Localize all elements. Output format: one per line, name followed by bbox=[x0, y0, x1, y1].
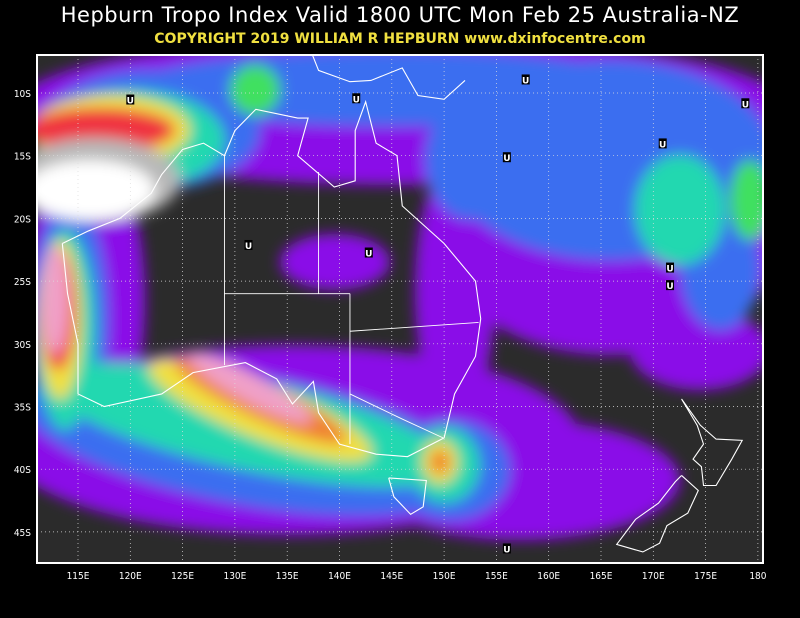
marker-box bbox=[502, 543, 511, 554]
upper-marker: U bbox=[244, 239, 253, 252]
marker-box bbox=[741, 98, 750, 109]
marker-label: U bbox=[353, 95, 360, 105]
latitude-label: 30S bbox=[14, 340, 31, 351]
copyright-line: COPYRIGHT 2019 WILLIAM R HEPBURN www.dxi… bbox=[154, 31, 646, 47]
longitude-label: 145E bbox=[380, 571, 403, 582]
latitude-label: 35S bbox=[14, 403, 31, 414]
longitude-labels: 115E 120E 125E 130E 135E 140E 145E 150E 155E 160E… bbox=[67, 571, 767, 582]
marker-label: U bbox=[503, 154, 510, 164]
longitude-label: 165E bbox=[590, 571, 613, 582]
state-border-qld-nsw bbox=[349, 322, 479, 332]
marker-box bbox=[521, 74, 530, 85]
longitude-label: 175E bbox=[694, 571, 717, 582]
marker-box bbox=[126, 94, 135, 105]
nz-south-island-coast bbox=[615, 475, 699, 553]
marker-label: U bbox=[742, 100, 749, 110]
longitude-label: 120E bbox=[119, 571, 142, 582]
marker-label: U bbox=[659, 140, 666, 150]
marker-box bbox=[244, 239, 253, 250]
longitude-label: 140E bbox=[328, 571, 351, 582]
graticule bbox=[37, 55, 763, 563]
marker-label: U bbox=[666, 265, 673, 275]
longitude-label: 160E bbox=[537, 571, 560, 582]
upper-marker: U bbox=[502, 543, 511, 555]
longitude-label: 155E bbox=[485, 571, 508, 582]
marker-box bbox=[502, 152, 511, 163]
longitude-label: 150E bbox=[433, 571, 456, 582]
upper-marker: U bbox=[666, 262, 675, 275]
australia-coast bbox=[61, 99, 482, 458]
longitude-label: 130E bbox=[223, 571, 246, 582]
upper-marker: U bbox=[658, 138, 667, 150]
marker-box bbox=[364, 247, 373, 258]
upper-marker: U bbox=[352, 93, 361, 105]
latitude-label: 45S bbox=[14, 528, 31, 539]
upper-marker: U bbox=[666, 280, 675, 292]
upper-marker: U bbox=[521, 74, 530, 86]
longitude-label: 125E bbox=[171, 571, 194, 582]
tropo-index-field bbox=[37, 55, 763, 540]
marker-label: U bbox=[245, 242, 252, 252]
marker-box bbox=[352, 93, 361, 104]
longitude-label: 170E bbox=[642, 571, 665, 582]
latitude-label: 40S bbox=[14, 465, 31, 476]
latitude-label: 15S bbox=[14, 152, 31, 163]
map-frame bbox=[36, 54, 764, 564]
state-border-nsw-vic bbox=[349, 393, 444, 439]
marker-label: U bbox=[522, 76, 529, 86]
marker-label: U bbox=[503, 545, 510, 555]
upper-marker: U bbox=[126, 94, 135, 107]
marker-label: U bbox=[666, 282, 673, 292]
tasmania-coast bbox=[388, 477, 427, 516]
upper-marker: U bbox=[364, 247, 373, 260]
marker-box bbox=[666, 280, 675, 291]
upper-marker: U bbox=[502, 152, 511, 164]
longitude-label: 135E bbox=[276, 571, 299, 582]
latitude-label: 20S bbox=[14, 214, 31, 225]
map-title: Hepburn Tropo Index Valid 1800 UTC Mon F… bbox=[60, 3, 740, 27]
marker-box bbox=[658, 138, 667, 149]
marker-label: U bbox=[127, 97, 134, 107]
latitude-label: 10S bbox=[14, 89, 31, 100]
latitude-labels: 10S 15S 20S 25S 30S 35S 40S 45S bbox=[14, 89, 31, 539]
marker-label: U bbox=[365, 250, 372, 260]
longitude-label: 115E bbox=[67, 571, 90, 582]
nz-north-island-coast bbox=[681, 398, 744, 487]
new-guinea-coast bbox=[311, 55, 466, 100]
coastlines bbox=[61, 55, 744, 553]
longitude-label: 180 bbox=[749, 571, 766, 582]
marker-box bbox=[666, 262, 675, 273]
upper-marker: U bbox=[741, 98, 750, 110]
latitude-label: 25S bbox=[14, 277, 31, 288]
